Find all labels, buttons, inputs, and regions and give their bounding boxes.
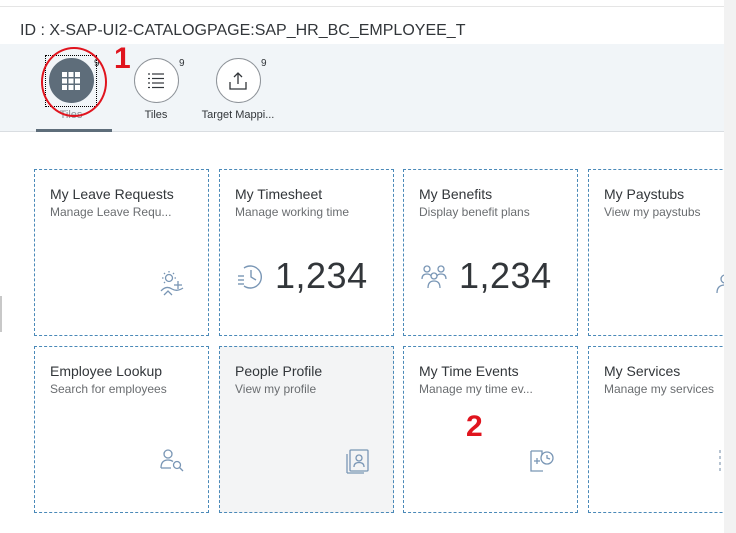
- kpi-row: 1,234: [235, 255, 368, 297]
- paystub-icon: [716, 274, 724, 294]
- tile-title: My Timesheet: [235, 186, 323, 202]
- tab-label: Target Mappi...: [201, 109, 275, 121]
- catalog-id-title: ID : X-SAP-UI2-CATALOGPAGE:SAP_HR_BC_EMP…: [20, 22, 466, 39]
- tile-my-services[interactable]: My Services Manage my services: [588, 346, 724, 513]
- benefits-icon: [421, 265, 447, 289]
- tab-tiles-list-circle[interactable]: [133, 58, 179, 103]
- tile-my-paystubs[interactable]: My Paystubs View my paystubs: [588, 169, 724, 336]
- tile-title: My Paystubs: [604, 186, 685, 202]
- tile-subtitle: View my profile: [235, 382, 317, 396]
- kpi-value: 1,234: [459, 255, 552, 296]
- profile-icon: [346, 449, 369, 474]
- leave-request-icon: [160, 271, 184, 296]
- top-divider: [0, 6, 724, 7]
- annotation-number-2: 2: [466, 410, 483, 443]
- services-icon: [719, 450, 721, 471]
- tile-my-time-events[interactable]: My Time Events Manage my time ev...: [403, 346, 578, 513]
- tile-title: People Profile: [235, 363, 323, 379]
- tile-title: My Services: [604, 363, 681, 379]
- tile-employee-lookup[interactable]: Employee Lookup Search for employees: [34, 346, 209, 513]
- share-icon: [229, 71, 247, 90]
- tile-my-leave-requests[interactable]: My Leave Requests Manage Leave Requ...: [34, 169, 209, 336]
- tile-subtitle: Display benefit plans: [419, 205, 530, 219]
- tab-tiles-list[interactable]: Tiles 9: [111, 58, 201, 121]
- left-edge-marker: [0, 296, 2, 332]
- tile-title: My Benefits: [419, 186, 493, 202]
- tile-container: My Leave Requests Manage Leave Requ... M…: [0, 133, 724, 533]
- list-icon: [148, 72, 164, 88]
- tile-people-profile[interactable]: People Profile View my profile: [219, 346, 394, 513]
- tile-subtitle: Manage Leave Requ...: [50, 205, 172, 219]
- annotation-number-1: 1: [114, 42, 131, 75]
- tab-count: 9: [261, 58, 267, 69]
- timesheet-icon: [238, 265, 263, 289]
- icon-tab-bar: Tiles 9 Tiles 9: [0, 44, 724, 132]
- annotation-ellipse: [41, 47, 107, 117]
- tile-subtitle: View my paystubs: [604, 205, 701, 219]
- tile-my-benefits[interactable]: My Benefits Display benefit plans 1,234: [403, 169, 578, 336]
- selected-tab-indicator: [36, 129, 112, 132]
- kpi-value: 1,234: [275, 255, 368, 296]
- tab-target-mappings-circle[interactable]: [215, 58, 261, 103]
- tile-subtitle: Search for employees: [50, 382, 167, 396]
- tab-target-mappings[interactable]: Target Mappi... 9: [193, 58, 283, 121]
- kpi-row: 1,234: [419, 255, 552, 297]
- tab-label: Tiles: [144, 109, 168, 121]
- tab-count: 9: [179, 58, 185, 69]
- scrollbar-gutter: [724, 0, 736, 533]
- tile-subtitle: Manage my services: [604, 382, 715, 396]
- tile-my-timesheet[interactable]: My Timesheet Manage working time 1,234: [219, 169, 394, 336]
- tile-subtitle: Manage working time: [235, 205, 350, 219]
- employee-lookup-icon: [160, 449, 184, 472]
- tile-title: Employee Lookup: [50, 363, 163, 379]
- tile-title: My Time Events: [419, 363, 519, 379]
- time-events-icon: [530, 450, 554, 472]
- tile-title: My Leave Requests: [50, 186, 174, 202]
- tile-subtitle: Manage my time ev...: [419, 382, 533, 396]
